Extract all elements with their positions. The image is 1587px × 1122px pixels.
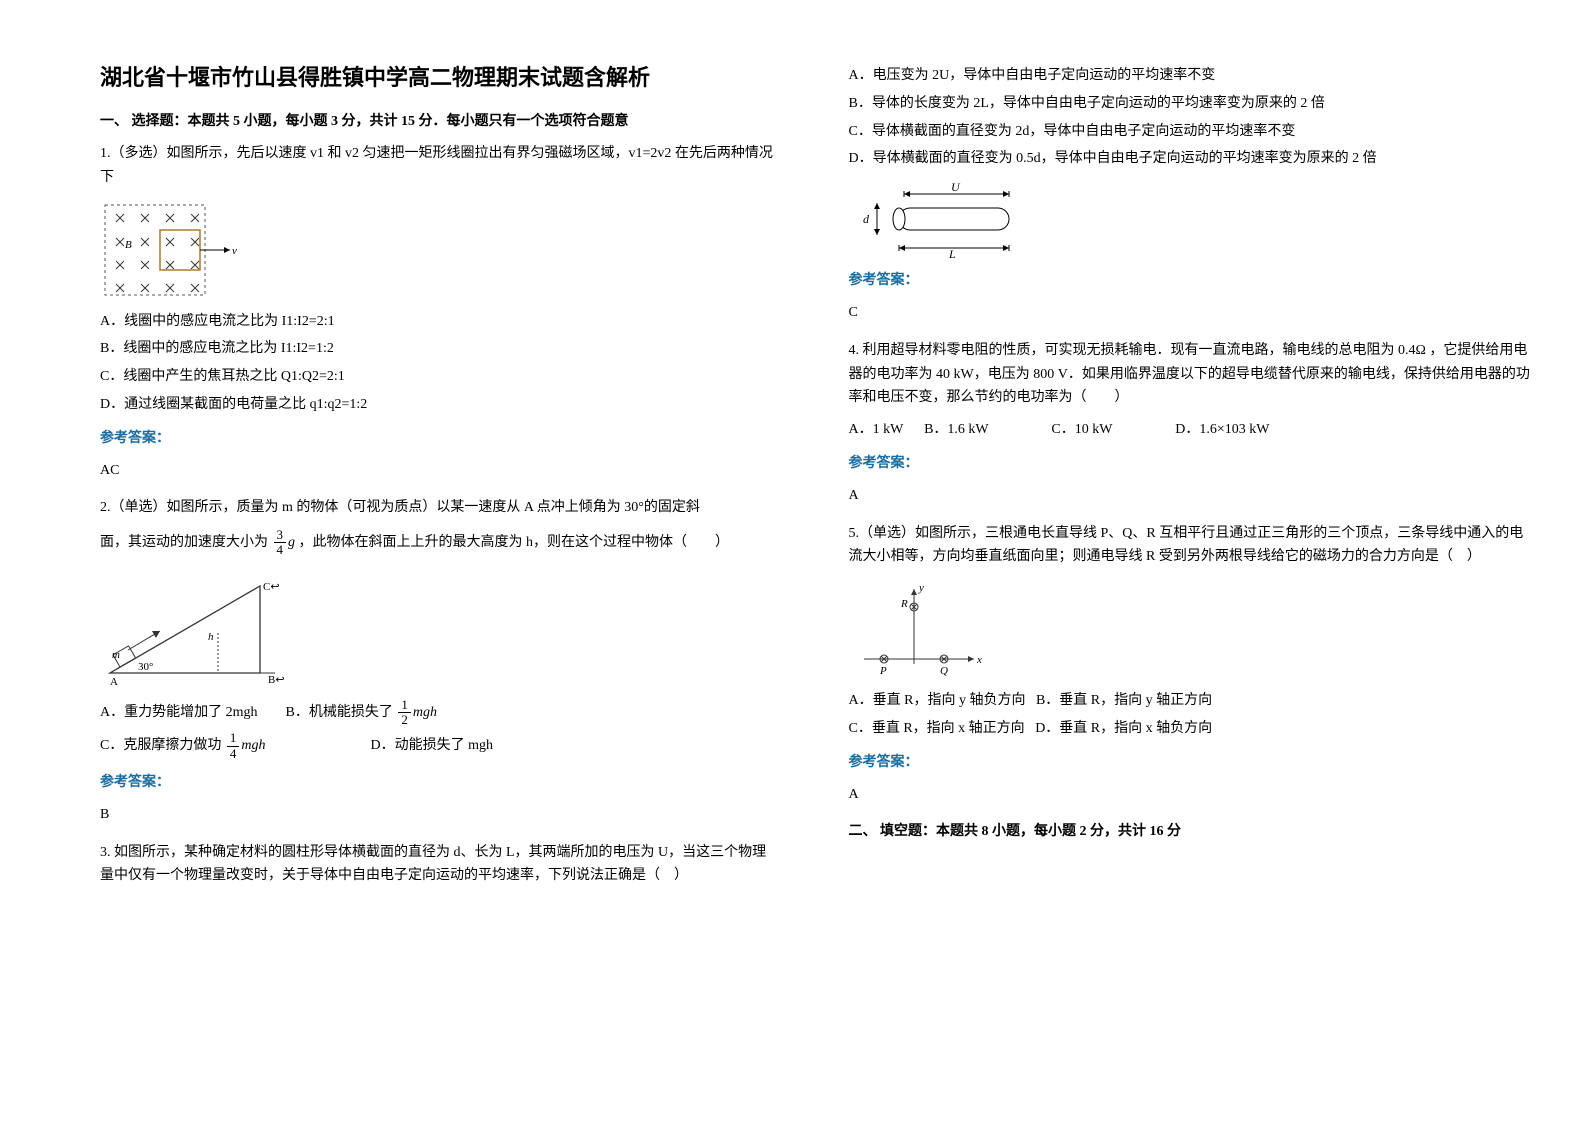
section2-heading: 二、 填空题：本题共 8 小题，每小题 2 分，共计 16 分 [849, 820, 1538, 840]
q1-stem: 1.（多选）如图所示，先后以速度 v1 和 v2 匀速把一矩形线圈拉出有界匀强磁… [100, 142, 779, 190]
q5-optB: B．垂直 R，指向 y 轴正方向 [1036, 693, 1212, 708]
q2-fraction: 3 4 [274, 528, 287, 558]
q2-stem-c: ，此物体在斜面上上升的最大高度为 h，则在这个过程中物体（ ） [299, 535, 730, 550]
q1-optB: B．线圈中的感应电流之比为 I1:I2=1:2 [100, 337, 779, 361]
q5-optD: D．垂直 R，指向 x 轴负方向 [1035, 721, 1212, 736]
page: 湖北省十堰市竹山县得胜镇中学高二物理期末试题含解析 一、 选择题：本题共 5 小… [0, 0, 1587, 1122]
question-3-opts: A．电压变为 2U，导体中自由电子定向运动的平均速率不变 B．导体的长度变为 2… [849, 64, 1538, 325]
q3-optC: C．导体横截面的直径变为 2d，导体中自由电子定向运动的平均速率不变 [849, 120, 1538, 144]
q2-optB-tail: mgh [413, 705, 437, 720]
q2-optB-den: 2 [398, 713, 411, 727]
question-1: 1.（多选）如图所示，先后以速度 v1 和 v2 匀速把一矩形线圈拉出有界匀强磁… [100, 142, 779, 482]
svg-text:d: d [863, 212, 870, 226]
q2-optC-pre: C．克服摩擦力做功 [100, 738, 221, 753]
question-3-stem: 3. 如图所示，某种确定材料的圆柱形导体横截面的直径为 d、长为 L，其两端所加… [100, 841, 779, 889]
q4-stem: 4. 利用超导材料零电阻的性质，可实现无损耗输电．现有一直流电路，输电线的总电阻… [849, 339, 1538, 410]
q2-optC-num: 1 [227, 731, 240, 746]
q2-optC-tail: mgh [241, 738, 265, 753]
q2-answer: B [100, 803, 779, 827]
svg-text:L: L [948, 247, 956, 259]
q2-stem-b: 面，其运动的加速度大小为 3 4 g ，此物体在斜面上上升的最大高度为 h，则在… [100, 528, 779, 558]
question-5: 5.（单选）如图所示，三根通电长直导线 P、Q、R 互相平行且通过正三角形的三个… [849, 522, 1538, 807]
q4-optA: A．1 kW [849, 422, 904, 437]
q2-optB-num: 1 [398, 698, 411, 713]
q2-figure: m 30° A B↩ C↩ h [100, 568, 779, 688]
right-column: A．电压变为 2U，导体中自由电子定向运动的平均速率不变 B．导体的长度变为 2… [819, 60, 1538, 1082]
q2-optB-pre: B．机械能损失了 [286, 705, 393, 720]
q2-frac-den: 4 [274, 543, 287, 557]
svg-text:Q: Q [940, 665, 948, 677]
q4-optB: B．1.6 kW [924, 422, 988, 437]
q4-resistance: 0.4Ω [1398, 343, 1426, 358]
svg-text:R: R [900, 598, 908, 610]
q4-optD: D．1.6×103 kW [1175, 422, 1269, 437]
q3-answer-label: 参考答案： [849, 269, 1538, 293]
q2-optD: D．动能损失了 mgh [370, 738, 493, 753]
q1-answer-label: 参考答案： [100, 427, 779, 451]
svg-text:v: v [232, 245, 237, 257]
q2-optC-den: 4 [227, 747, 240, 761]
q1-figure: B v [100, 200, 779, 300]
q1-answer: AC [100, 459, 779, 483]
q5-answer-label: 参考答案： [849, 751, 1538, 775]
q3-answer: C [849, 301, 1538, 325]
q2-optC-D: C．克服摩擦力做功 1 4 mgh D．动能损失了 mgh [100, 731, 779, 761]
svg-text:30°: 30° [138, 661, 153, 673]
q5-figure: x y R P Q [849, 579, 1538, 679]
q4-answer: A [849, 484, 1538, 508]
section1-heading: 一、 选择题：本题共 5 小题，每小题 3 分，共计 15 分．每小题只有一个选… [100, 110, 779, 130]
q5-stem: 5.（单选）如图所示，三根通电长直导线 P、Q、R 互相平行且通过正三角形的三个… [849, 522, 1538, 570]
svg-text:m: m [112, 649, 120, 661]
svg-text:h: h [208, 631, 214, 643]
page-title: 湖北省十堰市竹山县得胜镇中学高二物理期末试题含解析 [100, 60, 779, 92]
left-column: 湖北省十堰市竹山县得胜镇中学高二物理期末试题含解析 一、 选择题：本题共 5 小… [100, 60, 819, 1082]
q2-answer-label: 参考答案： [100, 771, 779, 795]
q2-optB-frac: 1 2 [398, 698, 411, 728]
svg-text:B: B [125, 239, 132, 251]
svg-text:A: A [110, 676, 118, 688]
q3-optD: D．导体横截面的直径变为 0.5d，导体中自由电子定向运动的平均速率变为原来的 … [849, 147, 1538, 171]
question-2: 2.（单选）如图所示，质量为 m 的物体（可视为质点）以某一速度从 A 点冲上倾… [100, 496, 779, 826]
q1-optD: D．通过线圈某截面的电荷量之比 q1:q2=1:2 [100, 393, 779, 417]
q4-options: A．1 kW B．1.6 kW C．10 kW D．1.6×103 kW [849, 418, 1538, 442]
q2-stem-a: 2.（单选）如图所示，质量为 m 的物体（可视为质点）以某一速度从 A 点冲上倾… [100, 496, 779, 520]
svg-text:P: P [879, 665, 887, 677]
q5-optAB: A．垂直 R，指向 y 轴负方向 B．垂直 R，指向 y 轴正方向 [849, 689, 1538, 713]
q2-optC-frac: 1 4 [227, 731, 240, 761]
q1-optA: A．线圈中的感应电流之比为 I1:I2=2:1 [100, 310, 779, 334]
svg-text:U: U [951, 181, 961, 194]
svg-text:C↩: C↩ [263, 581, 280, 593]
q5-optC: C．垂直 R，指向 x 轴正方向 [849, 721, 1025, 736]
svg-text:x: x [976, 654, 982, 666]
question-4: 4. 利用超导材料零电阻的性质，可实现无损耗输电．现有一直流电路，输电线的总电阻… [849, 339, 1538, 508]
q5-answer: A [849, 783, 1538, 807]
q3-figure: U d L [849, 181, 1538, 259]
q4-answer-label: 参考答案： [849, 452, 1538, 476]
q5-optCD: C．垂直 R，指向 x 轴正方向 D．垂直 R，指向 x 轴负方向 [849, 717, 1538, 741]
q1-optC: C．线圈中产生的焦耳热之比 Q1:Q2=2:1 [100, 365, 779, 389]
q3-optA: A．电压变为 2U，导体中自由电子定向运动的平均速率不变 [849, 64, 1538, 88]
q2-frac-num: 3 [274, 528, 287, 543]
q2-stem-b-text: 面，其运动的加速度大小为 [100, 535, 268, 550]
q5-optA: A．垂直 R，指向 y 轴负方向 [849, 693, 1026, 708]
svg-text:y: y [918, 582, 924, 594]
svg-text:B↩: B↩ [268, 674, 285, 686]
q2-optA: A．重力势能增加了 2mgh [100, 705, 258, 720]
q4-stem-a: 4. 利用超导材料零电阻的性质，可实现无损耗输电．现有一直流电路，输电线的总电阻… [849, 343, 1395, 358]
q4-optC: C．10 kW [1051, 422, 1112, 437]
q2-optA-B: A．重力势能增加了 2mgh B．机械能损失了 1 2 mgh [100, 698, 779, 728]
q3-stem: 3. 如图所示，某种确定材料的圆柱形导体横截面的直径为 d、长为 L，其两端所加… [100, 841, 779, 889]
q3-optB: B．导体的长度变为 2L，导体中自由电子定向运动的平均速率变为原来的 2 倍 [849, 92, 1538, 116]
